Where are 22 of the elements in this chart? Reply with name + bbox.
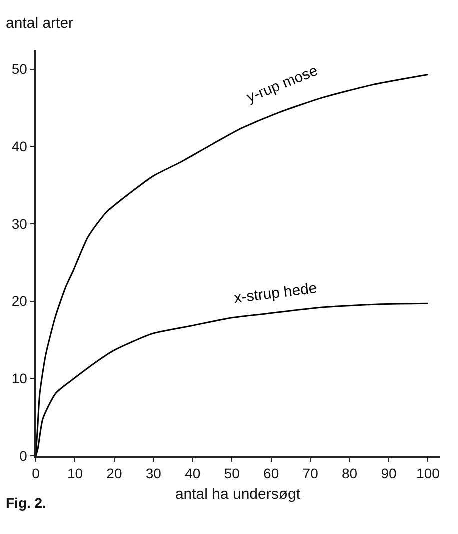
text: y-rup mose xyxy=(244,62,320,106)
x-tick-label: 40 xyxy=(185,466,201,482)
y-tick-label: 10 xyxy=(12,370,28,387)
text: x-strup hede xyxy=(233,280,318,308)
caption: Fig. 2. xyxy=(6,495,46,511)
x-tick-label: 100 xyxy=(416,466,440,482)
x-tick-label: 20 xyxy=(106,466,122,482)
y-tick-label: 50 xyxy=(12,61,28,78)
x-axis-title: antal ha undersøgt xyxy=(175,486,302,504)
x-tick-label: 10 xyxy=(67,466,84,482)
y-tick-label: 20 xyxy=(12,293,28,310)
x-tick-label: 80 xyxy=(342,466,358,482)
x-tick-label: 30 xyxy=(146,466,162,482)
x-tick-label: 70 xyxy=(302,466,319,482)
x-tick-label: 0 xyxy=(32,466,40,482)
y-tick-label: 40 xyxy=(12,138,28,155)
x-tick-label: 90 xyxy=(381,466,398,482)
y-axis-title: antal arter xyxy=(6,15,74,32)
x-tick-label: 60 xyxy=(264,466,280,482)
x-tick-label: 50 xyxy=(224,466,240,482)
y-tick-label: 30 xyxy=(12,216,28,232)
y-tick-label: 0 xyxy=(20,448,28,464)
